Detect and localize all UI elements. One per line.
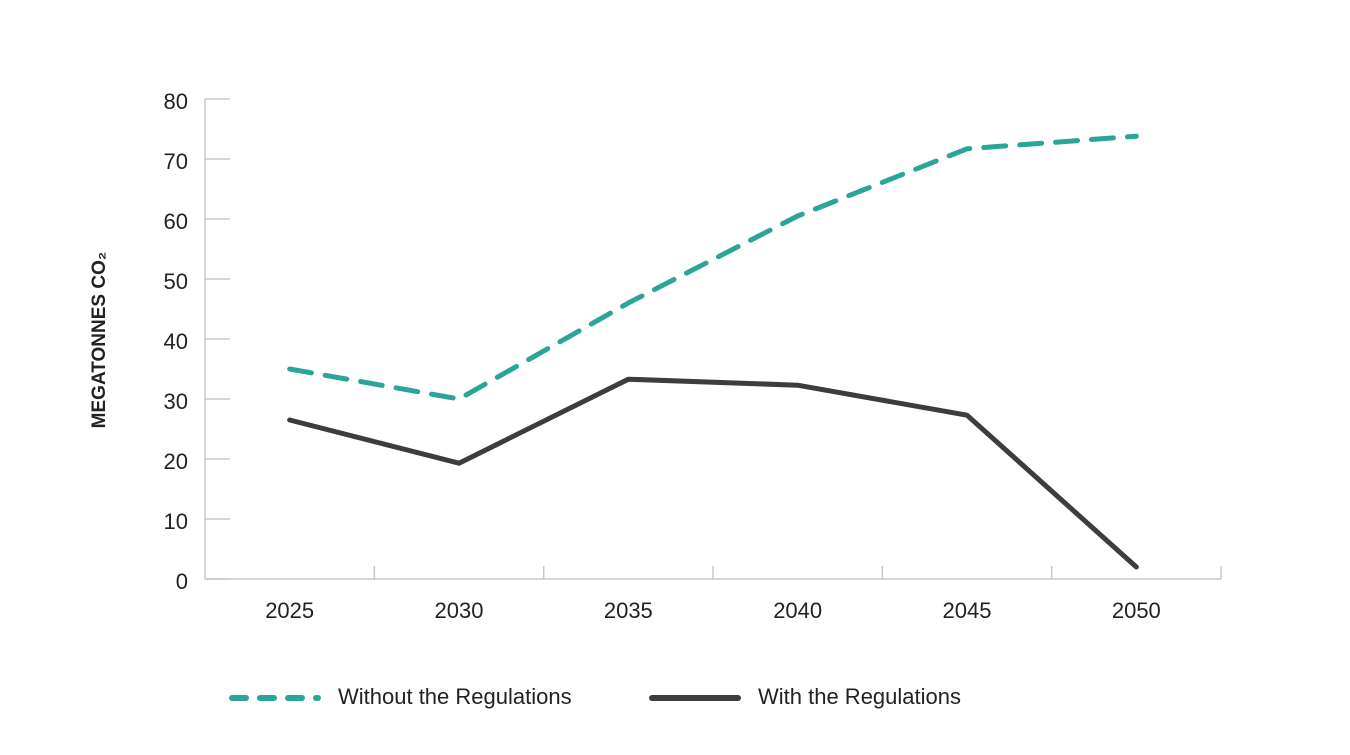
- y-tick-label: 60: [164, 209, 188, 234]
- y-tick-label: 30: [164, 389, 188, 414]
- x-tick-label: 2025: [265, 598, 314, 623]
- y-axis-label: MEGATONNES CO₂: [89, 252, 110, 429]
- y-tick-label: 40: [164, 329, 188, 354]
- legend-label: Without the Regulations: [338, 684, 572, 709]
- series-line: [287, 133, 1139, 402]
- legend-label: With the Regulations: [758, 684, 961, 709]
- x-tick-label: 2050: [1112, 598, 1161, 623]
- y-tick-label: 80: [164, 89, 188, 114]
- y-tick-label: 0: [176, 569, 188, 594]
- series-line: [287, 376, 1139, 570]
- x-tick-label: 2040: [773, 598, 822, 623]
- x-tick-label: 2035: [604, 598, 653, 623]
- x-tick-label: 2045: [943, 598, 992, 623]
- y-tick-label: 50: [164, 269, 188, 294]
- y-tick-label: 20: [164, 449, 188, 474]
- x-tick-label: 2030: [435, 598, 484, 623]
- y-tick-label: 70: [164, 149, 188, 174]
- y-tick-label: 10: [164, 509, 188, 534]
